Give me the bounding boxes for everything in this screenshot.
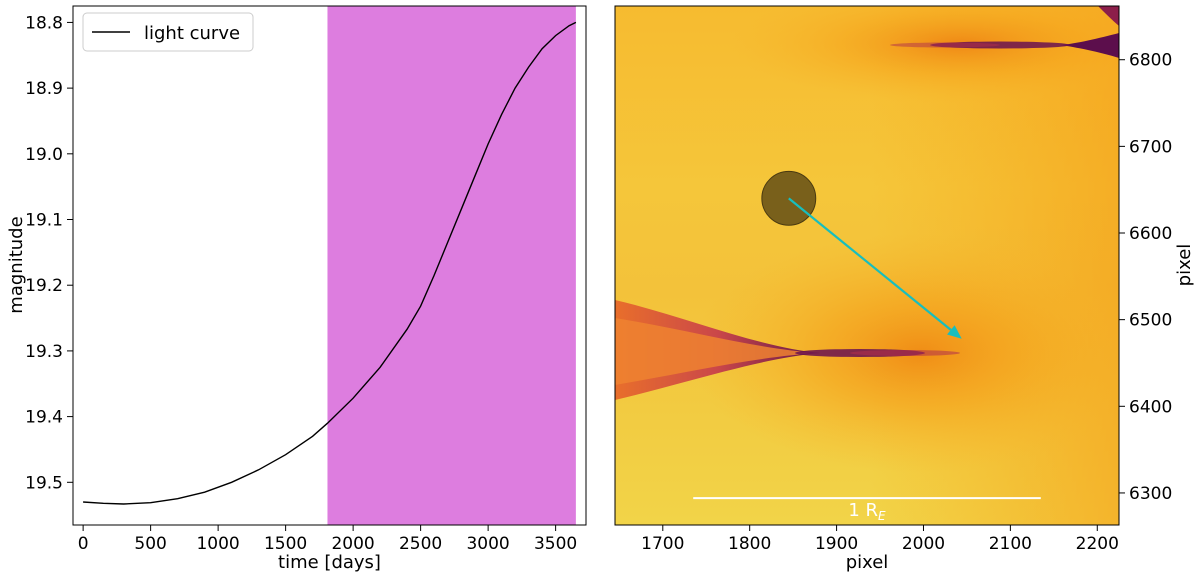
right-x-axis: 1700 1800 1900 2000 2100 2200	[641, 525, 1119, 554]
right-x-tick-label: 2100	[989, 534, 1032, 554]
trajectory-arrowhead	[947, 325, 962, 339]
left-y-axis-label: magnitude	[6, 216, 27, 313]
left-x-axis-label: time [days]	[278, 552, 381, 573]
map-glow-top	[730, 6, 1119, 104]
legend-box	[82, 12, 254, 52]
magnification-map-panel: 1 RE 1700 1800 1900 2000 2100 2200 6300 6400 65…	[614, 5, 1195, 573]
right-x-tick-label: 1900	[815, 534, 858, 554]
legend-label: light curve	[144, 23, 240, 44]
left-y-tick-label: 19.2	[25, 276, 63, 296]
left-x-tick-label: 2500	[399, 534, 442, 554]
right-x-axis-label: pixel	[846, 552, 889, 573]
caustic-corner	[1098, 6, 1119, 26]
left-y-tick-label: 18.8	[25, 13, 63, 33]
right-y-axis: 6300 6400 6500 6600 6700 6800	[1119, 51, 1172, 504]
highlight-band	[327, 6, 576, 525]
scale-bar-label-main: 1 R	[848, 500, 878, 521]
left-x-tick-label: 3000	[466, 534, 509, 554]
caustic-mid-inner	[615, 318, 820, 385]
left-y-axis: 18.8 18.9 19.0 19.1 19.2 19.3 19.4 19.5	[25, 13, 73, 493]
left-y-tick-label: 19.4	[25, 408, 63, 428]
right-x-tick-label: 1700	[641, 534, 684, 554]
trajectory-arrow	[788, 197, 952, 331]
right-y-tick-label: 6800	[1129, 51, 1172, 71]
legend: light curve	[82, 12, 254, 52]
right-x-tick-label: 1800	[728, 534, 771, 554]
left-y-tick-label: 19.0	[25, 145, 63, 165]
right-y-tick-label: 6600	[1129, 224, 1172, 244]
light-curve-panel: 0 500 1000 1500 2000 2500 3000 3500 18.8 18.9 19.…	[6, 5, 587, 573]
right-x-tick-label: 2000	[902, 534, 945, 554]
caustic-top	[1060, 33, 1119, 58]
left-y-tick-label: 19.5	[25, 473, 63, 493]
left-y-tick-label: 19.1	[25, 211, 63, 231]
left-y-tick-label: 18.9	[25, 79, 63, 99]
right-y-axis-label: pixel	[1174, 244, 1195, 287]
left-x-tick-label: 3500	[534, 534, 577, 554]
left-x-tick-label: 500	[134, 534, 166, 554]
left-y-tick-label: 19.3	[25, 342, 63, 362]
caustic-top-tail-fade	[890, 42, 1000, 48]
left-x-tick-label: 1000	[196, 534, 239, 554]
left-x-tick-label: 2000	[331, 534, 374, 554]
scale-bar-label-sub: E	[878, 509, 886, 523]
caustic-mid-tail-fade	[850, 350, 960, 356]
right-y-tick-label: 6400	[1129, 397, 1172, 417]
right-y-tick-label: 6700	[1129, 137, 1172, 157]
right-plot-frame	[614, 5, 1120, 526]
left-x-tick-label: 0	[78, 534, 89, 554]
right-y-tick-label: 6500	[1129, 311, 1172, 331]
right-x-tick-label: 2200	[1076, 534, 1119, 554]
scale-bar-label: 1 RE	[848, 500, 886, 523]
left-x-tick-label: 1500	[264, 534, 307, 554]
right-y-tick-label: 6300	[1129, 484, 1172, 504]
left-plot-frame	[72, 5, 587, 526]
left-x-axis: 0 500 1000 1500 2000 2500 3000 3500	[78, 525, 577, 554]
light-curve-line	[83, 21, 577, 505]
